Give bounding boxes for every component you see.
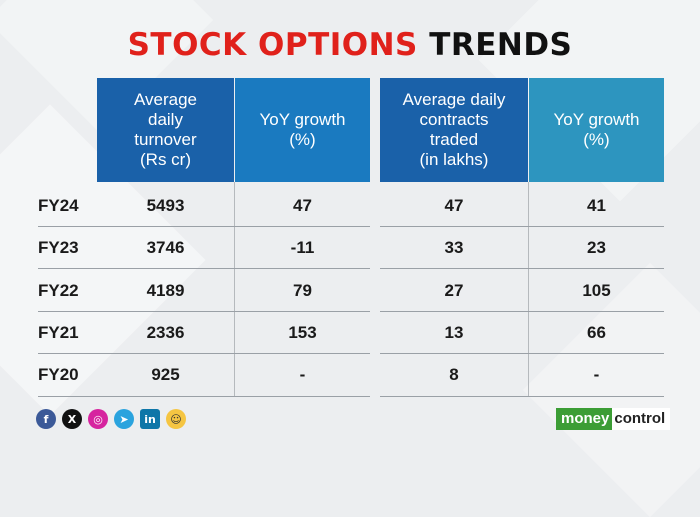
linkedin-icon[interactable]: in <box>140 409 160 429</box>
contracts-cell: 47 <box>444 196 464 215</box>
table-row: FY23 3746 -11 33 23 <box>38 228 664 268</box>
logo-part-money: money <box>556 408 613 430</box>
moneycontrol-logo[interactable]: money control <box>556 408 671 430</box>
table-row: FY21 2336 153 13 66 <box>38 313 664 353</box>
contracts-cell: 8 <box>449 365 459 384</box>
turnover-growth-cell: 79 <box>293 281 312 300</box>
title-highlight: STOCK OPTIONS <box>127 27 418 63</box>
contracts-growth-cell: 66 <box>587 323 606 342</box>
turnover-cell: 5493 <box>146 196 185 215</box>
instagram-icon[interactable]: ◎ <box>88 409 108 429</box>
social-links: f X ◎ ➤ in ☺ <box>36 409 186 429</box>
contracts-growth-cell: 41 <box>587 196 606 215</box>
row-divider <box>38 268 370 269</box>
turnover-growth-cell: -11 <box>290 238 315 257</box>
row-divider <box>38 353 370 354</box>
page-title: STOCK OPTIONS TRENDS <box>0 27 700 63</box>
moneycontrol-app-icon[interactable]: ☺ <box>166 409 186 429</box>
turnover-growth-cell: 47 <box>293 196 312 215</box>
year-cell: FY23 <box>38 238 79 257</box>
row-divider <box>38 396 370 397</box>
table-row: FY22 4189 79 27 105 <box>38 271 664 311</box>
turnover-growth-cell: 153 <box>288 323 317 342</box>
table-row: FY20 925 - 8 - <box>38 355 664 395</box>
contracts-growth-cell: 105 <box>582 281 611 300</box>
contracts-cell: 13 <box>444 323 464 342</box>
header-average-turnover: Average daily turnover (Rs cr) <box>97 78 234 182</box>
turnover-cell: 4189 <box>146 281 185 300</box>
turnover-cell: 2336 <box>146 323 185 342</box>
column-divider <box>234 182 235 397</box>
column-divider <box>528 182 529 397</box>
table-row: FY24 5493 47 47 41 <box>38 186 664 226</box>
contracts-growth-cell: 23 <box>587 238 606 257</box>
turnover-cell: 925 <box>151 365 180 384</box>
row-divider <box>380 353 664 354</box>
contracts-growth-cell: - <box>593 365 600 384</box>
turnover-growth-cell: - <box>299 365 306 384</box>
row-divider <box>380 396 664 397</box>
contracts-cell: 33 <box>444 238 464 257</box>
row-divider <box>380 311 664 312</box>
row-divider <box>38 226 370 227</box>
turnover-cell: 3746 <box>146 238 185 257</box>
header-contracts-growth: YoY growth (%) <box>529 78 664 182</box>
year-cell: FY22 <box>38 281 79 300</box>
row-divider <box>38 311 370 312</box>
title-rest: TRENDS <box>429 27 573 63</box>
header-turnover-growth: YoY growth (%) <box>235 78 370 182</box>
facebook-icon[interactable]: f <box>36 409 56 429</box>
year-cell: FY21 <box>38 323 79 342</box>
logo-part-control: control <box>612 408 671 430</box>
row-divider <box>380 226 664 227</box>
contracts-cell: 27 <box>444 281 464 300</box>
x-icon[interactable]: X <box>62 409 82 429</box>
year-cell: FY20 <box>38 365 79 384</box>
telegram-icon[interactable]: ➤ <box>114 409 134 429</box>
year-cell: FY24 <box>38 196 79 215</box>
row-divider <box>380 268 664 269</box>
header-average-contracts: Average daily contracts traded (in lakhs… <box>380 78 528 182</box>
